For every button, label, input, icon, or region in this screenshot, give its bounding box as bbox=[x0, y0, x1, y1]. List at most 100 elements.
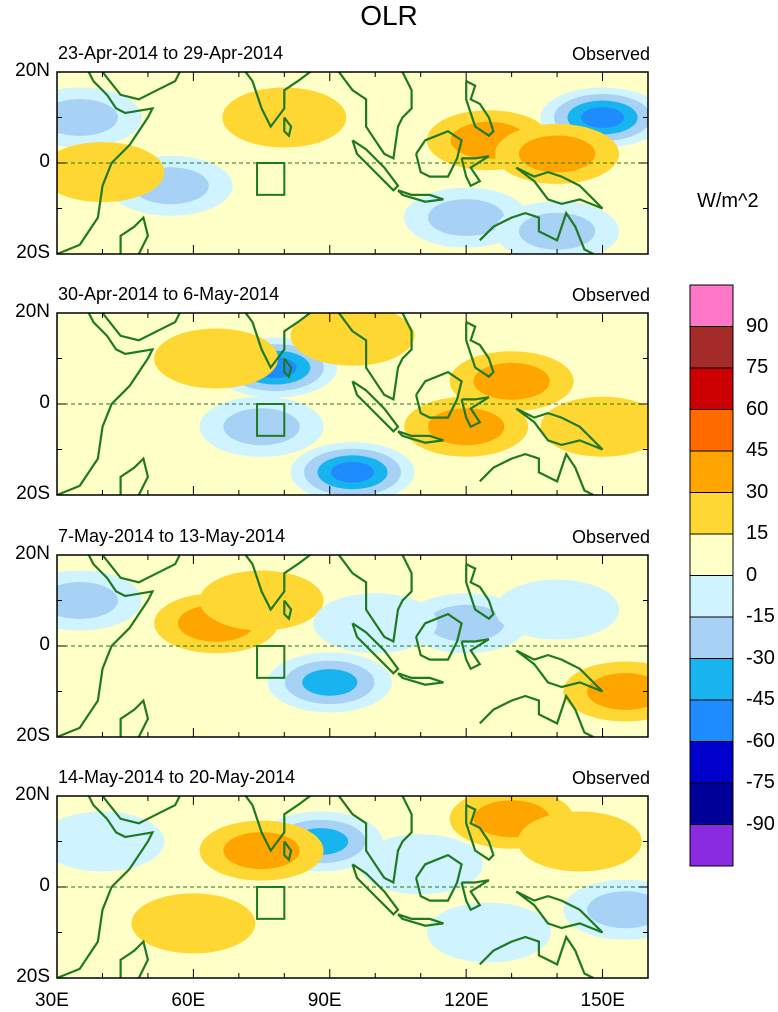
coastline bbox=[351, 380, 400, 433]
coastline bbox=[119, 939, 150, 978]
anomaly-blob bbox=[358, 834, 483, 895]
anomaly-blob bbox=[518, 135, 596, 173]
coastline bbox=[101, 72, 181, 101]
anomaly-blob bbox=[580, 107, 625, 128]
panel-4 bbox=[56, 795, 649, 979]
coastline bbox=[101, 313, 181, 342]
colorbar-unit: W/m^2 bbox=[697, 190, 759, 212]
anomaly-blob bbox=[57, 142, 165, 203]
colorbar-swatch bbox=[689, 824, 734, 867]
coastline bbox=[465, 80, 495, 138]
coastline bbox=[415, 853, 463, 902]
anomaly-blob bbox=[330, 461, 375, 483]
colorbar-swatch bbox=[689, 616, 734, 659]
y-tick-label: 20N bbox=[15, 301, 50, 322]
colorbar-swatch bbox=[689, 658, 734, 701]
colorbar-label: -60 bbox=[746, 729, 775, 752]
coastline bbox=[460, 155, 490, 188]
chart-title: OLR bbox=[360, 0, 418, 31]
y-tick-label: 20S bbox=[16, 966, 50, 987]
coastline bbox=[57, 796, 155, 978]
coastline bbox=[415, 129, 463, 178]
colorbar-swatch bbox=[689, 450, 734, 493]
coastline bbox=[283, 116, 293, 138]
coastline bbox=[338, 796, 413, 885]
panel-3 bbox=[56, 554, 649, 738]
anomaly-blob bbox=[518, 212, 596, 250]
y-tick-label: 20S bbox=[16, 725, 50, 746]
x-tick-label: 120E bbox=[444, 990, 489, 1011]
coastline bbox=[338, 313, 413, 402]
colorbar-label: 60 bbox=[746, 397, 769, 420]
anomaly-blob bbox=[57, 99, 118, 136]
panel-2 bbox=[56, 312, 649, 496]
x-tick-label: 60E bbox=[171, 990, 206, 1011]
coastline bbox=[283, 599, 293, 621]
y-tick-label: 0 bbox=[39, 634, 50, 655]
coastline bbox=[244, 72, 312, 129]
anomaly-blob bbox=[199, 570, 324, 631]
coastline bbox=[460, 396, 490, 429]
anomaly-blob bbox=[587, 673, 648, 710]
colorbar-label: 30 bbox=[746, 480, 769, 503]
coastline bbox=[244, 313, 312, 370]
colorbar-label: -30 bbox=[746, 646, 775, 669]
colorbar-swatch bbox=[689, 409, 734, 452]
y-tick-label: 0 bbox=[39, 392, 50, 413]
coastline bbox=[515, 407, 604, 451]
panel-period: 7-May-2014 to 13-May-2014 bbox=[58, 526, 286, 546]
colorbar-swatch bbox=[689, 367, 734, 410]
colorbar-label: -45 bbox=[746, 688, 775, 710]
anomaly-blob bbox=[223, 832, 300, 870]
panel-observed-label: Observed bbox=[571, 44, 650, 64]
coastline bbox=[351, 622, 400, 675]
anomaly-blob bbox=[540, 396, 648, 457]
coastline bbox=[479, 210, 594, 254]
coastline bbox=[479, 693, 594, 737]
anomaly-blob bbox=[517, 811, 642, 872]
anomaly-blob bbox=[154, 328, 279, 389]
coastline bbox=[101, 796, 181, 825]
panel-period: 23-Apr-2014 to 29-Apr-2014 bbox=[58, 43, 284, 63]
anomaly-blob bbox=[57, 582, 118, 619]
panel-observed-label: Observed bbox=[571, 768, 650, 788]
colorbar-swatch bbox=[689, 782, 734, 825]
colorbar-label: 75 bbox=[746, 356, 769, 378]
coastline bbox=[119, 456, 150, 495]
coastline bbox=[351, 863, 400, 916]
colorbar-swatch bbox=[689, 284, 734, 327]
coastline bbox=[283, 840, 293, 862]
coastline bbox=[338, 555, 413, 644]
colorbar-label: 15 bbox=[746, 522, 769, 544]
x-tick-label: 30E bbox=[35, 990, 69, 1011]
anomaly-blob bbox=[473, 362, 550, 400]
colorbar-label: 90 bbox=[746, 314, 769, 337]
coastline bbox=[57, 555, 155, 737]
y-tick-label: 20N bbox=[15, 543, 50, 564]
coastline bbox=[119, 698, 150, 737]
anomaly-blob bbox=[426, 902, 551, 963]
coastline bbox=[244, 555, 312, 612]
colorbar-label: -75 bbox=[746, 771, 775, 793]
y-tick-label: 20S bbox=[16, 242, 50, 263]
coastline bbox=[101, 555, 181, 584]
panel-period: 30-Apr-2014 to 6-May-2014 bbox=[58, 284, 280, 304]
coastline bbox=[397, 672, 444, 686]
anomaly-blob bbox=[495, 579, 620, 640]
y-tick-label: 20S bbox=[16, 483, 50, 504]
coastline bbox=[351, 139, 400, 192]
coastline bbox=[397, 913, 444, 927]
panel-1 bbox=[56, 71, 649, 255]
anomaly-blob bbox=[302, 669, 358, 696]
y-tick-label: 0 bbox=[39, 151, 50, 172]
colorbar-label: -90 bbox=[746, 812, 775, 835]
anomaly-blob bbox=[223, 408, 300, 446]
coastline bbox=[479, 934, 594, 978]
coastline bbox=[460, 638, 490, 671]
y-tick-label: 20N bbox=[15, 60, 50, 81]
coastline bbox=[57, 72, 155, 254]
coastline bbox=[465, 321, 495, 379]
coastline bbox=[479, 451, 594, 495]
coastline bbox=[465, 804, 495, 862]
